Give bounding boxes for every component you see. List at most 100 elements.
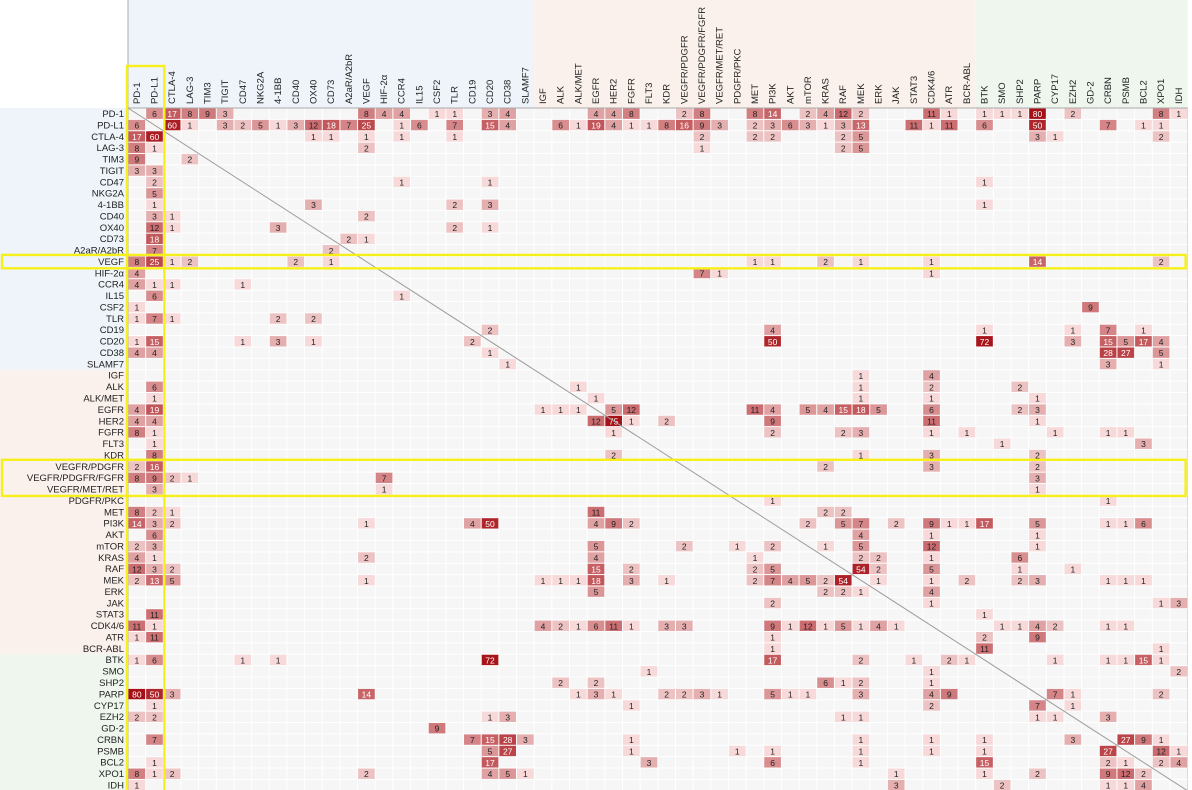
cell-value: 1	[488, 223, 493, 233]
cell-value: 1	[823, 121, 828, 131]
heatmap-cell	[1135, 734, 1152, 745]
heatmap-cell	[587, 108, 605, 119]
cell-value: 1	[1070, 564, 1075, 574]
heatmap-cell	[1029, 700, 1046, 711]
cell-value: 2	[470, 337, 475, 347]
cell-value: 2	[187, 257, 192, 267]
column-label: SMO	[997, 82, 1008, 104]
heatmap-cell	[640, 666, 658, 677]
cell-value: 1	[1123, 655, 1128, 665]
heatmap-cell	[852, 734, 870, 745]
column-label: CD38	[503, 80, 514, 104]
row-label: BCR-ABL	[83, 644, 124, 655]
group-band-left	[0, 369, 128, 655]
heatmap-cell	[764, 631, 781, 643]
cell-value: 4	[541, 621, 546, 631]
cell-value: 8	[1159, 109, 1164, 119]
cell-value: 3	[841, 121, 846, 131]
heatmap-cell	[764, 256, 781, 267]
heatmap-cell	[764, 131, 781, 142]
heatmap-cell	[834, 620, 852, 631]
cell-value: 60	[150, 132, 160, 142]
heatmap-cell	[587, 506, 605, 518]
cell-value: 6	[788, 121, 793, 131]
heatmap-cell	[852, 563, 870, 575]
heatmap-cell	[1029, 620, 1046, 631]
heatmap-cell	[817, 540, 834, 552]
heatmap-cell	[1011, 563, 1029, 575]
heatmap-cell	[428, 723, 446, 734]
cell-value: 1	[1123, 621, 1128, 631]
cell-value: 1	[1035, 416, 1040, 426]
heatmap-cell	[852, 711, 870, 723]
cell-value: 5	[1123, 337, 1128, 347]
heatmap-cell	[1117, 620, 1135, 631]
cell-value: 8	[664, 121, 669, 131]
cell-value: 1	[240, 655, 245, 665]
heatmap-cell	[499, 108, 517, 119]
cell-value: 2	[1070, 109, 1075, 119]
heatmap-cell	[552, 575, 569, 586]
heatmap-cell	[940, 654, 958, 666]
heatmap-cell	[146, 563, 163, 575]
heatmap-cell	[746, 119, 764, 131]
cell-value: 4	[859, 530, 864, 540]
cell-value: 17	[167, 109, 177, 119]
cell-value: 12	[1121, 769, 1131, 779]
cell-value: 2	[276, 314, 281, 324]
heatmap-cell	[375, 472, 393, 484]
cell-value: 1	[894, 621, 899, 631]
heatmap-cell	[887, 768, 905, 779]
cell-value: 9	[770, 416, 775, 426]
cell-value: 50	[1033, 121, 1043, 131]
row-label: AKT	[106, 530, 125, 541]
heatmap-cell	[852, 131, 870, 142]
row-label: PD-L1	[97, 120, 124, 131]
cell-value: 3	[1176, 599, 1181, 609]
cell-value: 2	[682, 542, 687, 552]
cell-value: 2	[1053, 621, 1058, 631]
heatmap-cell	[146, 404, 163, 415]
heatmap-cell	[834, 506, 852, 518]
row-label: NKG2A	[92, 189, 125, 200]
cell-value: 5	[770, 564, 775, 574]
heatmap-cell	[764, 688, 781, 700]
cell-value: 13	[856, 121, 866, 131]
heatmap-cell	[146, 472, 163, 484]
heatmap-cell	[181, 154, 199, 165]
heatmap-cell	[287, 256, 305, 267]
cell-value: 1	[1159, 655, 1164, 665]
heatmap-cell	[146, 415, 163, 427]
heatmap-cell	[1029, 449, 1046, 461]
heatmap-cell	[746, 108, 764, 119]
heatmap-cell	[358, 131, 375, 142]
cell-value: 1	[1017, 564, 1022, 574]
heatmap-cell	[1135, 438, 1152, 449]
heatmap-cell	[146, 256, 163, 267]
cell-value: 1	[1123, 576, 1128, 586]
heatmap-cell	[587, 575, 605, 586]
cell-value: 2	[1176, 667, 1181, 677]
cell-value: 1	[770, 644, 775, 654]
cell-value: 9	[770, 621, 775, 631]
cell-value: 3	[647, 758, 652, 768]
cell-value: 3	[223, 121, 228, 131]
cell-value: 2	[1159, 690, 1164, 700]
cell-value: 1	[276, 655, 281, 665]
heatmap-cell	[1099, 575, 1117, 586]
cell-value: 2	[664, 416, 669, 426]
row-label: SHP2	[99, 678, 124, 689]
heatmap-cell	[269, 654, 287, 666]
heatmap-cell	[1152, 336, 1170, 347]
column-label: GD-2	[1085, 81, 1096, 104]
row-label: HIF-2α	[95, 268, 125, 279]
heatmap-cell	[464, 518, 481, 529]
cell-value: 27	[1121, 348, 1131, 358]
cell-value: 6	[1141, 519, 1146, 529]
heatmap-cell	[481, 176, 499, 188]
cell-value: 5	[876, 405, 881, 415]
heatmap-cell	[163, 210, 181, 222]
cell-value: 17	[132, 132, 142, 142]
column-label: SLAMF7	[520, 67, 531, 104]
heatmap-cell	[146, 734, 163, 745]
